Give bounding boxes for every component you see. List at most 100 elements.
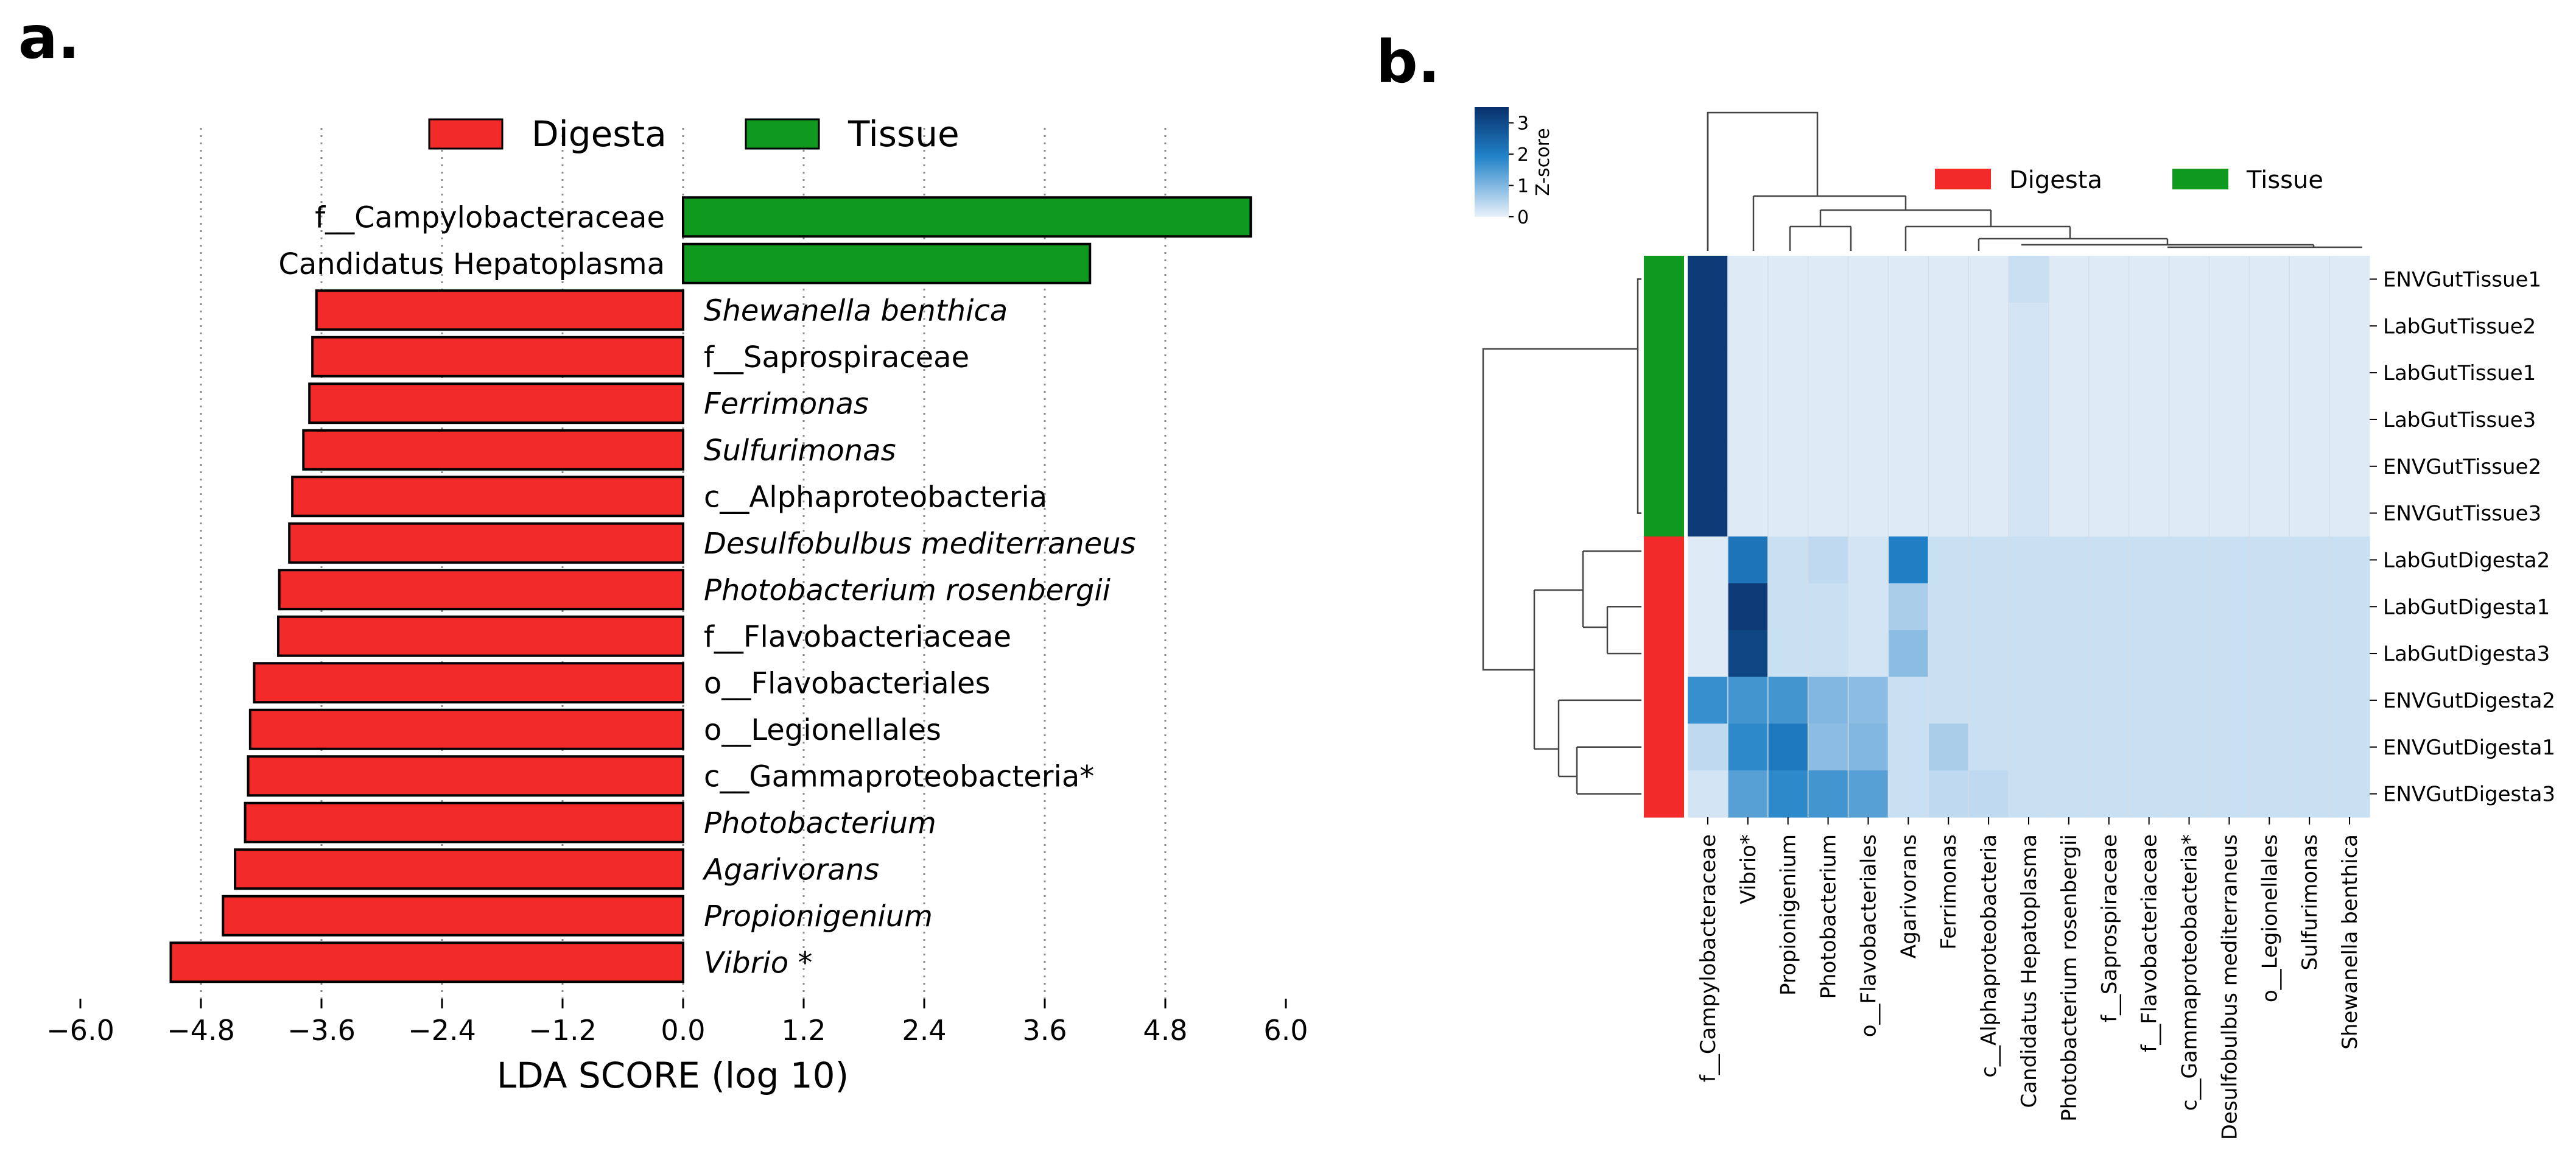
heatmap-cell xyxy=(2088,536,2130,584)
heatmap-row-label: LabGutDigesta3 xyxy=(2383,642,2550,666)
heatmap-row-label: LabGutTissue1 xyxy=(2383,361,2536,385)
lda-x-tick-label: −1.2 xyxy=(528,1014,597,1047)
heatmap-column-label: Ferrimonas xyxy=(1937,834,1961,949)
heatmap-cell xyxy=(1968,490,2009,537)
heatmap-row-label: ENVGutTissue3 xyxy=(2383,502,2541,526)
heatmap-cell xyxy=(2129,256,2170,303)
heatmap-cell xyxy=(1888,583,1929,631)
heatmap-cell xyxy=(1688,396,1728,443)
heatmap-cell xyxy=(2169,256,2210,303)
row-group-swatch xyxy=(1644,677,1684,724)
heatmap-cell xyxy=(1808,630,1849,678)
heatmap-cell xyxy=(2249,536,2290,584)
heatmap-cell xyxy=(1688,723,1728,771)
heatmap-legend-label-digesta: Digesta xyxy=(2009,166,2102,194)
heatmap-cell xyxy=(2009,256,2049,303)
heatmap-cell xyxy=(2129,583,2170,631)
heatmap-cell xyxy=(1848,302,1889,350)
heatmap-cell xyxy=(2249,490,2290,537)
heatmap-cell xyxy=(1727,677,1769,724)
row-dendrogram-branches xyxy=(1482,278,1641,795)
heatmap-cell xyxy=(1888,490,1929,537)
heatmap-column-label: Photobacterium xyxy=(1817,834,1841,999)
heatmap-cell xyxy=(1767,443,1809,490)
heatmap-cell xyxy=(1848,770,1889,818)
heatmap-cell xyxy=(2048,630,2090,678)
heatmap-cell xyxy=(2169,583,2210,631)
lda-bar xyxy=(682,196,1252,238)
zscore-heatmap: 0 1 2 3Z-score Digesta Tissue ENVGutTissue1 L… xyxy=(1475,107,2555,1140)
heatmap-cell xyxy=(1968,583,2009,631)
heatmap-cell xyxy=(2048,677,2090,724)
heatmap-cell xyxy=(2009,536,2049,584)
heatmap-cell xyxy=(1808,349,1849,397)
heatmap-cell xyxy=(2329,770,2370,818)
heatmap-cell xyxy=(2169,677,2210,724)
heatmap-cell xyxy=(1767,583,1809,631)
heatmap-cell xyxy=(2289,443,2330,490)
heatmap-cell xyxy=(1767,770,1809,818)
heatmap-cell xyxy=(1888,723,1929,771)
heatmap-row-label: ENVGutTissue2 xyxy=(2383,455,2541,479)
colorbar-gradient xyxy=(1475,107,1509,217)
row-group-swatch xyxy=(1644,443,1684,490)
lda-bar-label: c__Alphaproteobacteria xyxy=(704,480,1047,514)
heatmap-cell xyxy=(1727,630,1769,678)
heatmap-cell xyxy=(2009,583,2049,631)
heatmap-cell xyxy=(1968,677,2009,724)
lda-bar xyxy=(277,615,684,657)
heatmap-cell xyxy=(1928,256,1969,303)
row-group-swatch xyxy=(1644,770,1684,818)
heatmap-cell xyxy=(2048,770,2090,818)
heatmap-cell xyxy=(2329,536,2370,584)
heatmap-cell xyxy=(1928,723,1969,771)
heatmap-cell xyxy=(2289,630,2330,678)
heatmap-cell xyxy=(1848,490,1889,537)
legend-label-digesta: Digesta xyxy=(532,113,667,155)
heatmap-row-label: LabGutDigesta2 xyxy=(2383,548,2550,572)
heatmap-cell xyxy=(1888,770,1929,818)
heatmap-cell xyxy=(2009,723,2049,771)
heatmap-cell xyxy=(2209,443,2250,490)
heatmap-cell xyxy=(2088,490,2130,537)
heatmap-column-label: Desulfobulbus mediterraneus xyxy=(2217,834,2242,1140)
heatmap-cell xyxy=(2048,723,2090,771)
heatmap-cell xyxy=(1928,770,1969,818)
heatmap-column-label: o__Flavobacteriales xyxy=(1856,834,1881,1037)
heatmap-cell xyxy=(2209,677,2250,724)
heatmap-cell xyxy=(1848,256,1889,303)
heatmap-row-label: ENVGutDigesta1 xyxy=(2383,736,2555,760)
heatmap-column-label: Propionigenium xyxy=(1777,834,1801,996)
heatmap-cell xyxy=(2209,302,2250,350)
lda-bar xyxy=(291,476,684,518)
lda-x-tick-label: 0.0 xyxy=(661,1014,705,1047)
lda-bar-label: Agarivorans xyxy=(702,853,879,887)
heatmap-cell xyxy=(1727,443,1769,490)
heatmap-cell xyxy=(1688,256,1728,303)
heatmap-cell xyxy=(2088,583,2130,631)
heatmap-cell xyxy=(2209,583,2250,631)
heatmap-cell xyxy=(1888,677,1929,724)
lda-bar-label: f__Flavobacteriaceae xyxy=(704,620,1011,654)
colorbar-tick-label: 1 xyxy=(1517,176,1529,197)
row-group-swatch xyxy=(1644,490,1684,537)
heatmap-cell xyxy=(1727,256,1769,303)
heatmap-cell xyxy=(2329,443,2370,490)
heatmap-row-labels: ENVGutTissue1 LabGutTissue2 LabGutTissue1 L… xyxy=(2370,267,2555,807)
heatmap-cell xyxy=(1968,349,2009,397)
heatmap-cell xyxy=(2209,630,2250,678)
legend-label-tissue: Tissue xyxy=(848,113,960,155)
lda-bar-label: Photobacterium xyxy=(704,806,936,840)
heatmap-cell xyxy=(1848,630,1889,678)
heatmap-cell xyxy=(2009,349,2049,397)
heatmap-column-label: c__Alphaproteobacteria xyxy=(1977,834,2001,1078)
heatmap-cell xyxy=(2048,256,2090,303)
lda-x-tick-label: 2.4 xyxy=(902,1014,946,1047)
lda-x-tick-label: −2.4 xyxy=(408,1014,476,1047)
heatmap-cell xyxy=(1727,770,1769,818)
heatmap-legend-swatch-digesta xyxy=(1935,169,1991,189)
heatmap-cell xyxy=(1928,536,1969,584)
heatmap-cell xyxy=(1888,302,1929,350)
heatmap-cell xyxy=(1808,723,1849,771)
heatmap-cell xyxy=(2088,256,2130,303)
